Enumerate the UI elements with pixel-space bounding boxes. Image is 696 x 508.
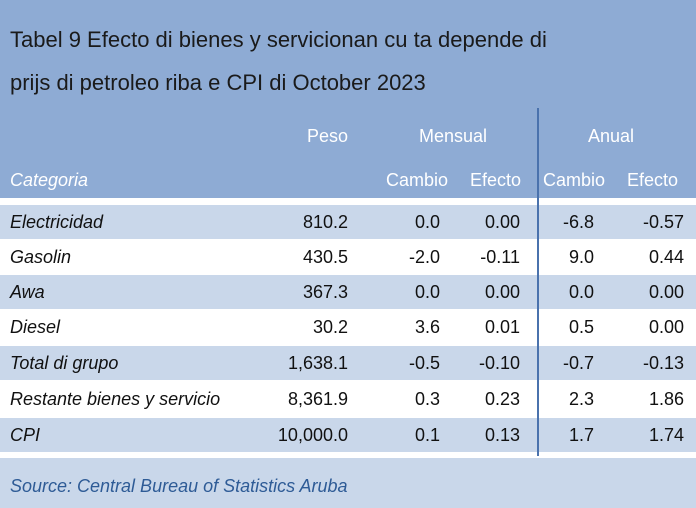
row-peso: 1,638.1: [287, 353, 348, 373]
row-anual-cambio: 9.0: [568, 247, 594, 267]
row-category: CPI: [10, 425, 41, 445]
row-mensual-cambio: 0.1: [414, 425, 440, 445]
row-mensual-cambio: 0.3: [414, 389, 440, 409]
row-anual-efecto: 1.74: [648, 425, 684, 445]
table-row: Restante bienes y servicio 8,361.9 0.3 0.23…: [0, 382, 696, 416]
row-peso: 367.3: [302, 282, 348, 302]
table-row: CPI 10,000.0 0.1 0.13 1.7 1.74: [0, 418, 696, 452]
row-anual-efecto: -0.57: [642, 212, 684, 232]
table-footer: Source: Central Bureau of Statistics Aru…: [0, 456, 696, 508]
header-categoria: Categoria: [10, 170, 89, 190]
row-anual-efecto: 0.00: [648, 317, 684, 337]
row-mensual-cambio: -2.0: [408, 247, 440, 267]
row-anual-cambio: 0.0: [568, 282, 594, 302]
row-category: Electricidad: [10, 212, 104, 232]
row-anual-efecto: 1.86: [648, 389, 684, 409]
row-mensual-cambio: -0.5: [408, 353, 440, 373]
table-header: Tabel 9 Efecto di bienes y servicionan c…: [0, 0, 696, 198]
table-row: Total di grupo 1,638.1 -0.5 -0.10 -0.7 -0.13: [0, 346, 696, 380]
row-anual-cambio: 2.3: [568, 389, 594, 409]
header-separator: [0, 198, 696, 204]
row-category: Restante bienes y servicio: [10, 389, 221, 409]
title-line-1: Tabel 9 Efecto di bienes y servicionan c…: [10, 27, 547, 52]
row-mensual-efecto: 0.00: [484, 212, 520, 232]
source-note: Source: Central Bureau of Statistics Aru…: [10, 476, 348, 496]
row-mensual-efecto: 0.23: [484, 389, 520, 409]
header-mensual: Mensual: [419, 126, 488, 146]
row-anual-cambio: -6.8: [562, 212, 594, 232]
row-category: Total di grupo: [10, 353, 119, 373]
table-row: Gasolin 430.5 -2.0 -0.11 9.0 0.44: [0, 240, 696, 274]
row-peso: 30.2: [312, 317, 348, 337]
title-line-2: prijs di petroleo riba e CPI di October …: [10, 70, 426, 95]
row-mensual-efecto: -0.10: [478, 353, 520, 373]
row-anual-efecto: 0.44: [648, 247, 684, 267]
row-anual-cambio: 1.7: [568, 425, 594, 445]
header-anual: Anual: [588, 126, 635, 146]
row-mensual-cambio: 0.0: [414, 282, 440, 302]
header-mensual-cambio: Cambio: [386, 170, 449, 190]
row-peso: 8,361.9: [287, 389, 348, 409]
table-row: Diesel 30.2 3.6 0.01 0.5 0.00: [0, 310, 696, 344]
table-row: Electricidad 810.2 0.0 0.00 -6.8 -0.57: [0, 205, 696, 239]
row-mensual-cambio: 0.0: [414, 212, 440, 232]
row-mensual-efecto: 0.00: [484, 282, 520, 302]
column-divider: [537, 108, 539, 456]
row-category: Awa: [10, 282, 45, 302]
row-mensual-cambio: 3.6: [414, 317, 440, 337]
row-mensual-efecto: -0.11: [480, 247, 520, 267]
row-anual-cambio: 0.5: [568, 317, 594, 337]
row-category: Diesel: [10, 317, 61, 337]
row-mensual-efecto: 0.13: [484, 425, 520, 445]
row-peso: 810.2: [302, 212, 348, 232]
header-anual-cambio: Cambio: [543, 170, 606, 190]
row-anual-efecto: -0.13: [642, 353, 684, 373]
row-anual-efecto: 0.00: [648, 282, 684, 302]
header-mensual-efecto: Efecto: [470, 170, 522, 190]
header-anual-efecto: Efecto: [627, 170, 679, 190]
row-peso: 430.5: [302, 247, 348, 267]
table-title: Tabel 9 Efecto di bienes y servicionan c…: [10, 18, 680, 104]
row-mensual-efecto: 0.01: [484, 317, 520, 337]
header-peso: Peso: [306, 126, 348, 146]
row-category: Gasolin: [10, 247, 72, 267]
row-anual-cambio: -0.7: [562, 353, 594, 373]
row-peso: 10,000.0: [277, 425, 348, 445]
table-row: Awa 367.3 0.0 0.00 0.0 0.00: [0, 275, 696, 309]
